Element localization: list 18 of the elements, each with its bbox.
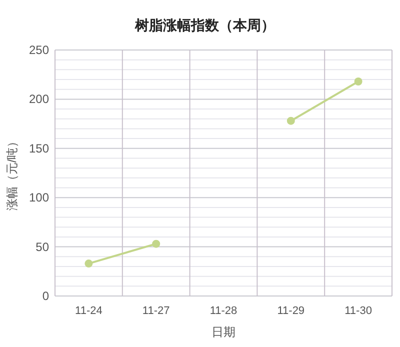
x-tick-label: 11-24 — [75, 305, 102, 317]
point — [354, 77, 362, 86]
x-tick-label: 11-28 — [210, 305, 238, 317]
y-tick-label: 250 — [28, 43, 50, 57]
y-tick-label: 150 — [28, 141, 50, 156]
x-tick-label: 11-30 — [344, 305, 372, 317]
point — [152, 240, 160, 248]
y-tick-label: 50 — [36, 240, 50, 254]
point — [286, 116, 295, 125]
y-tick-label: 100 — [28, 190, 50, 205]
y-tick-label: 200 — [28, 92, 50, 106]
x-tick-label: 11-27 — [142, 305, 170, 317]
chart-title: 树脂涨幅指数（本周） — [134, 17, 275, 33]
point — [84, 260, 93, 268]
x-tick-label: 11-29 — [277, 305, 305, 317]
y-tick-label: 0 — [42, 289, 50, 303]
y-axis-title: 涨幅（元/吨） — [5, 135, 19, 211]
x-axis-title: 日期 — [212, 325, 236, 339]
